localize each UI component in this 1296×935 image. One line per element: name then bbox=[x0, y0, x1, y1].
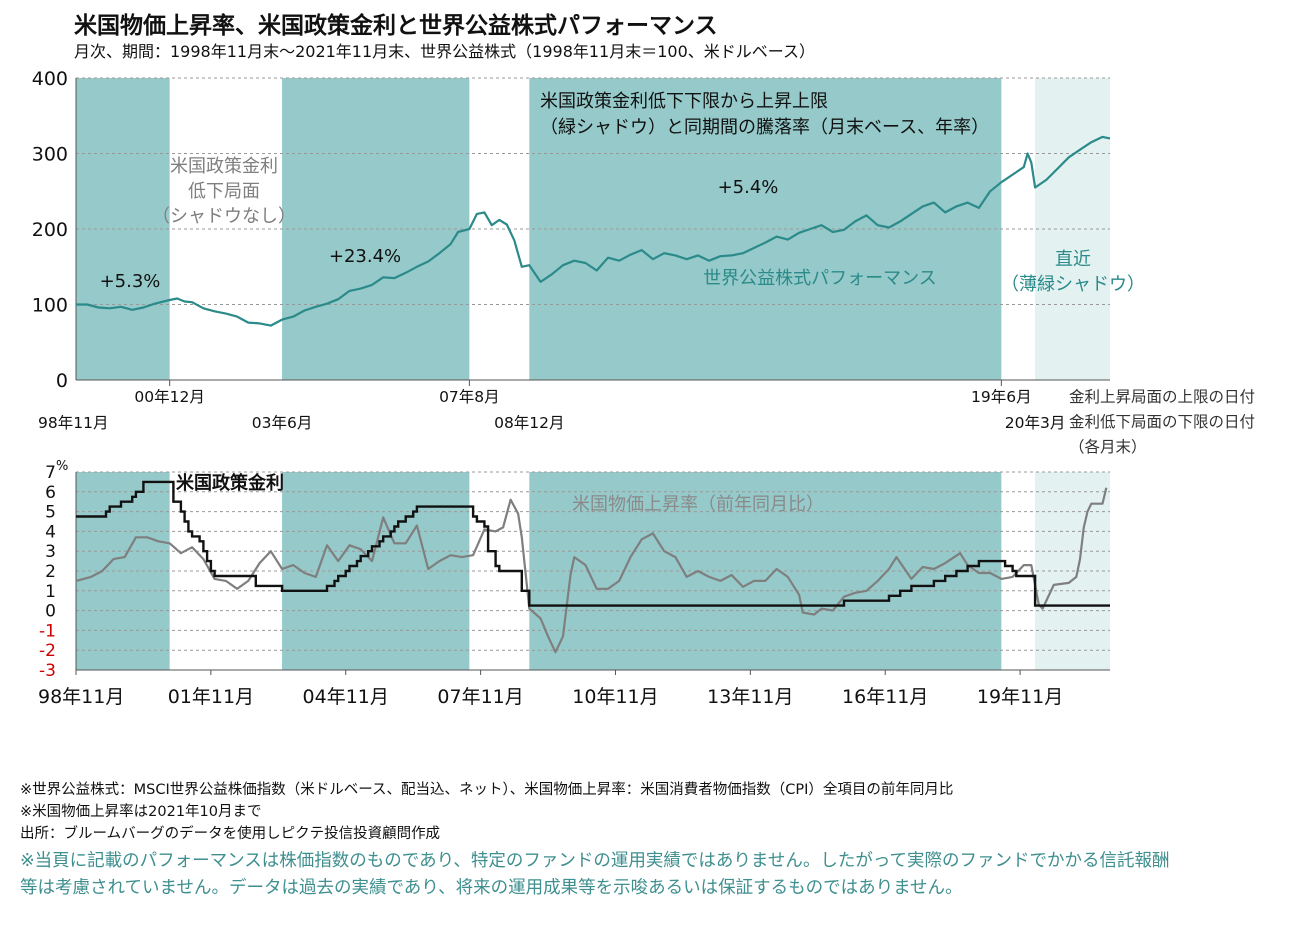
upper-date-label: 19年6月 bbox=[971, 388, 1032, 406]
period-return-label: +5.4% bbox=[718, 177, 779, 198]
policy-rate-series-label: 米国政策金利 bbox=[176, 472, 284, 494]
annotation-shade-line: （緑シャドウ）と同期間の騰落率（月末ベース、年率） bbox=[540, 117, 989, 138]
lower-y-tick-label: -3 bbox=[39, 661, 56, 681]
annotation-recent-line: 直近 bbox=[1055, 249, 1091, 270]
lower-x-tick-label: 13年11月 bbox=[707, 686, 793, 708]
lower-x-tick-label: 98年11月 bbox=[38, 686, 124, 708]
lower-y-tick-label: -2 bbox=[39, 641, 56, 661]
lower-date-label: 03年6月 bbox=[252, 414, 313, 432]
footnote-source-index: ※世界公益株式：MSCI世界公益株価指数（米ドルベース、配当込、ネット）、米国物… bbox=[20, 782, 954, 798]
equity-series-label: 世界公益株式パフォーマンス bbox=[703, 268, 937, 289]
lower-y-tick-label: 1 bbox=[45, 582, 56, 602]
upper-y-tick-label: 300 bbox=[32, 144, 68, 166]
date-legend-line: （各月末） bbox=[1069, 438, 1147, 456]
annotation-no-shade-line: 米国政策金利 bbox=[170, 156, 278, 177]
lower-x-tick-label: 16年11月 bbox=[842, 686, 928, 708]
lower-y-tick-label: 7 bbox=[45, 463, 56, 483]
date-legend-line: 金利上昇局面の上限の日付 bbox=[1069, 388, 1255, 406]
upper-date-label: 07年8月 bbox=[439, 388, 500, 406]
chart-canvas: 0 100 200 300 400 世界公益株式パフォーマンス +5.3% +23.4% +5.… bbox=[32, 68, 1255, 708]
lower-x-tick-label: 07年11月 bbox=[437, 686, 523, 708]
lower-y-tick-label: 6 bbox=[45, 483, 56, 503]
period-return-label: +5.3% bbox=[100, 271, 161, 292]
cpi-series-label: 米国物価上昇率（前年同月比） bbox=[572, 494, 824, 515]
lower-x-tick-label: 01年11月 bbox=[168, 686, 254, 708]
date-legend-line: 金利低下局面の下限の日付 bbox=[1069, 413, 1255, 431]
lower-y-unit: % bbox=[56, 459, 68, 474]
upper-y-tick-label: 400 bbox=[32, 68, 68, 90]
annotation-shade-line: 米国政策金利低下下限から上昇上限 bbox=[540, 91, 828, 112]
page-title: 米国物価上昇率、米国政策金利と世界公益株式パフォーマンス bbox=[74, 13, 718, 39]
lower-date-label: 20年3月 bbox=[1005, 414, 1066, 432]
lower-y-tick-label: 5 bbox=[45, 503, 56, 523]
upper-y-tick-label: 0 bbox=[56, 370, 68, 392]
upper-y-tick-label: 100 bbox=[32, 295, 68, 317]
policy-rate-series-line bbox=[76, 480, 1110, 607]
lower-y-tick-label: 3 bbox=[45, 542, 56, 562]
annotation-recent-line: （薄緑シャドウ） bbox=[1001, 274, 1145, 295]
period-return-label: +23.4% bbox=[329, 246, 401, 267]
footnote-cpi-period: ※米国物価上昇率は2021年10月まで bbox=[20, 804, 262, 820]
lower-date-label: 08年12月 bbox=[494, 414, 564, 432]
upper-date-label: 00年12月 bbox=[134, 388, 204, 406]
upper-y-tick-label: 200 bbox=[32, 219, 68, 241]
page-subtitle: 月次、期間：1998年11月末～2021年11月末、世界公益株式（1998年11… bbox=[74, 42, 815, 61]
lower-x-tick-label: 10年11月 bbox=[572, 686, 658, 708]
lower-y-tick-label: 0 bbox=[45, 602, 56, 622]
annotation-no-shade-line: 低下局面 bbox=[188, 181, 260, 202]
lower-y-tick-label: -1 bbox=[39, 621, 56, 641]
footnote-source: 出所：ブルームバーグのデータを使用しピクテ投信投資顧問作成 bbox=[20, 826, 441, 842]
equity-series-line bbox=[76, 135, 1111, 327]
lower-date-label: 98年11月 bbox=[38, 414, 108, 432]
disclaimer-text: ※当頁に記載のパフォーマンスは株価指数のものであり、特定のファンドの運用実績では… bbox=[20, 851, 1170, 898]
lower-y-tick-label: 2 bbox=[45, 562, 56, 582]
lower-x-tick-label: 19年11月 bbox=[977, 686, 1063, 708]
lower-y-tick-label: 4 bbox=[45, 522, 56, 542]
lower-x-tick-label: 04年11月 bbox=[303, 686, 389, 708]
annotation-no-shade-line: （シャドウなし） bbox=[152, 206, 296, 227]
